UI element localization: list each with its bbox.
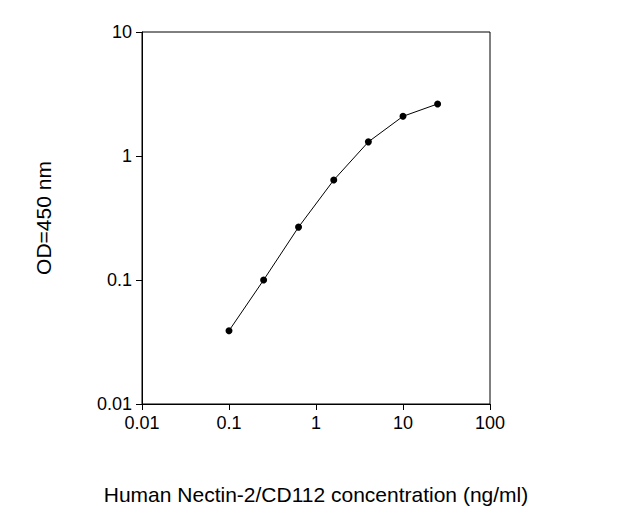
svg-text:0.1: 0.1 — [216, 413, 241, 433]
svg-text:1: 1 — [311, 413, 321, 433]
svg-text:1: 1 — [122, 146, 132, 166]
svg-text:10: 10 — [112, 22, 132, 42]
svg-text:Human Nectin-2/CD112 concentra: Human Nectin-2/CD112 concentration (ng/m… — [104, 483, 528, 506]
svg-text:100: 100 — [475, 413, 505, 433]
svg-text:OD=450 nm: OD=450 nm — [32, 161, 55, 275]
svg-text:0.1: 0.1 — [107, 270, 132, 290]
svg-text:0.01: 0.01 — [124, 413, 159, 433]
svg-text:0.01: 0.01 — [97, 394, 132, 414]
svg-text:10: 10 — [393, 413, 413, 433]
